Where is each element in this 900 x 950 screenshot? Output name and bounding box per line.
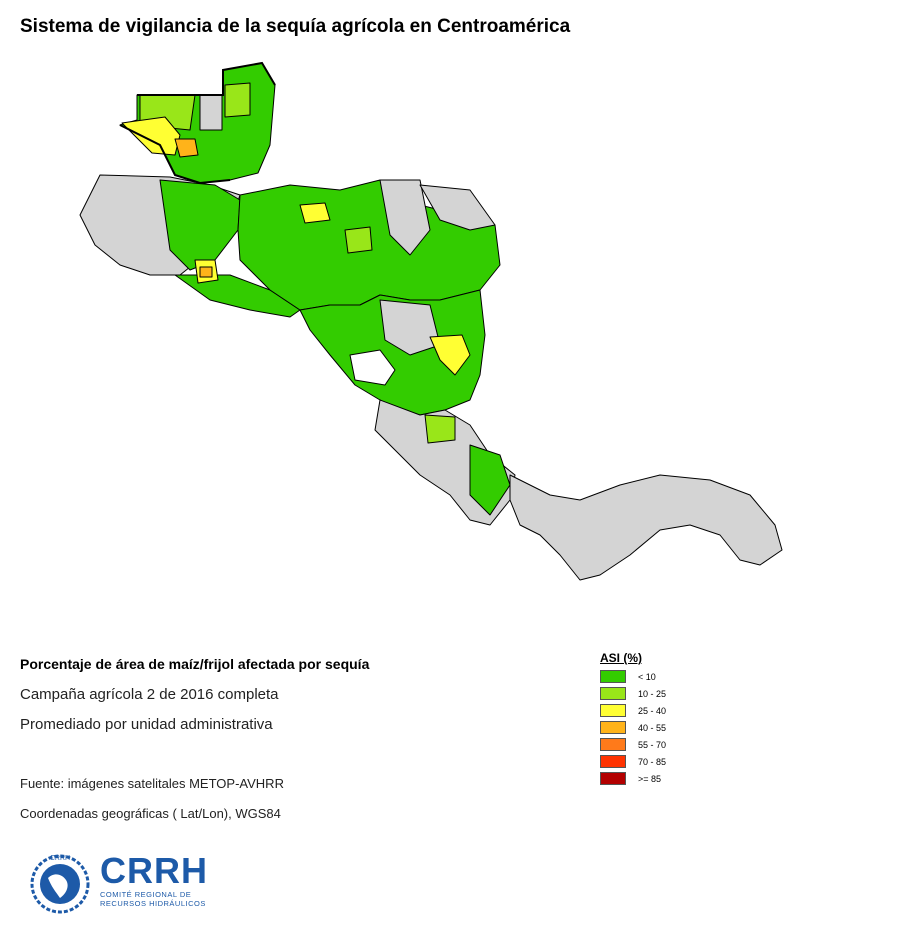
legend-label: 25 - 40	[638, 705, 667, 716]
globe-icon	[30, 854, 90, 914]
region-costarica-green	[469, 444, 511, 516]
region-lake-nicaragua	[349, 349, 396, 386]
logo-line1: COMITÉ REGIONAL DE	[100, 890, 192, 899]
legend-swatch	[600, 755, 626, 768]
legend-item: >= 85	[600, 770, 720, 787]
region-peten-gray	[199, 94, 223, 131]
legend-swatch	[600, 772, 626, 785]
region-nicaragua-gray	[379, 299, 441, 356]
region-honduras-gray-east	[419, 184, 496, 231]
legend-item: 40 - 55	[600, 719, 720, 736]
region-honduras-gray	[379, 179, 431, 256]
legend-swatch	[600, 704, 626, 717]
region-costarica-lightgreen	[424, 414, 456, 444]
region-honduras-lightgreen	[344, 226, 373, 254]
legend-item: 70 - 85	[600, 753, 720, 770]
logo-text: CRRH COMITÉ REGIONAL DE RECURSOS HIDRÁUL…	[100, 850, 208, 909]
region-belize-lightgreen	[224, 82, 251, 118]
legend: ASI (%) < 10 10 - 25 25 - 40 40 - 55 55 - 70…	[600, 651, 720, 787]
legend-label: 55 - 70	[638, 739, 667, 750]
legend-item: < 10	[600, 668, 720, 685]
region-peten-orange	[174, 138, 199, 158]
region-panama	[509, 474, 783, 581]
region-gt-orange	[199, 266, 213, 278]
drought-map	[79, 61, 783, 581]
legend-label: < 10	[638, 671, 656, 682]
averaging-text: Promediado por unidad administrativa	[20, 716, 273, 733]
legend-label: 70 - 85	[638, 756, 667, 767]
legend-item: 10 - 25	[600, 685, 720, 702]
region-nicaragua	[299, 289, 486, 416]
campaign-text: Campaña agrícola 2 de 2016 completa	[20, 686, 279, 703]
legend-title: ASI (%)	[600, 651, 642, 665]
map-subtitle: Porcentaje de área de maíz/frijol afecta…	[20, 656, 370, 672]
region-honduras-yellow	[299, 202, 331, 224]
legend-label: >= 85	[638, 773, 662, 784]
legend-item: 55 - 70	[600, 736, 720, 753]
map-title: Sistema de vigilancia de la sequía agríc…	[20, 16, 571, 37]
coordinates-text: Coordenadas geográficas ( Lat/Lon), WGS8…	[20, 806, 281, 821]
legend-swatch	[600, 670, 626, 683]
legend-label: 10 - 25	[638, 688, 667, 699]
region-nicaragua-yellow	[429, 334, 471, 376]
logo-acronym: CRRH	[100, 850, 208, 891]
region-elsalvador	[174, 274, 301, 318]
logo-small-acronym: CRRH	[50, 855, 70, 862]
crrh-logo: CRRH	[30, 854, 90, 914]
legend-label: 40 - 55	[638, 722, 667, 733]
legend-swatch	[600, 687, 626, 700]
legend-swatch	[600, 721, 626, 734]
legend-swatch	[600, 738, 626, 751]
legend-item: 25 - 40	[600, 702, 720, 719]
logo-line2: RECURSOS HIDRÁULICOS	[100, 899, 206, 908]
source-text: Fuente: imágenes satelitales METOP-AVHRR	[20, 776, 284, 791]
